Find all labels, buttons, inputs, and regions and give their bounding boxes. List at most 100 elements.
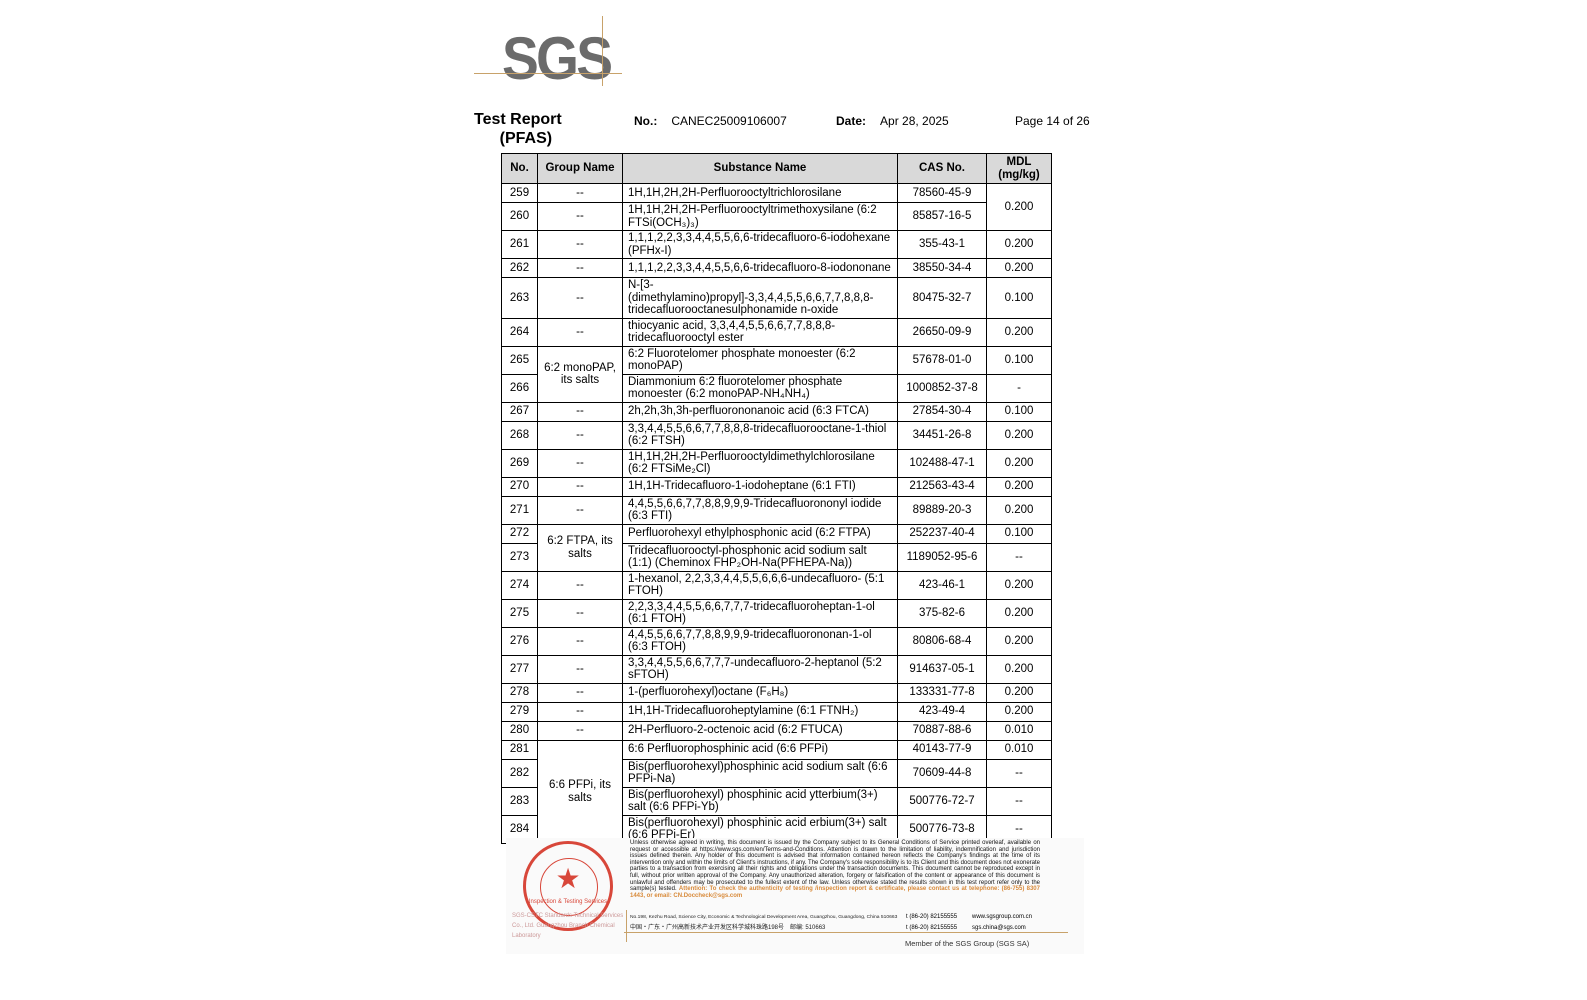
cell-mdl: 0.200: [986, 420, 1052, 450]
website-link[interactable]: www.sgsgroup.com.cn: [972, 914, 1033, 920]
legal-text: Unless otherwise agreed in writing, this…: [630, 840, 1040, 893]
cell-no: 277: [501, 654, 538, 684]
cell-cas: 423-49-4: [897, 701, 987, 722]
authenticity-notice: Attention: To check the authenticity of …: [630, 886, 1040, 899]
cell-substance: 2,2,3,3,4,4,5,5,6,6,7,7,7-tridecafluoroh…: [622, 598, 898, 628]
cell-group: --: [537, 598, 623, 628]
cell-group: --: [537, 654, 623, 684]
cell-substance: 1H,1H,2H,2H-Perfluorooctyltrimethoxysila…: [622, 202, 898, 231]
cell-group: --: [537, 448, 623, 478]
cell-substance: 3,3,4,4,5,5,6,6,7,7,7-undecafluoro-2-hep…: [622, 654, 898, 684]
cell-group: --: [537, 701, 623, 722]
cell-mdl: 0.010: [986, 720, 1052, 741]
report-number: No.: CANEC25009106007: [634, 114, 787, 128]
cell-cas: 1189052-95-6: [897, 542, 987, 572]
cell-group: --: [537, 183, 623, 203]
cell-cas: 423-46-1: [897, 570, 987, 600]
cell-mdl: 0.200: [986, 626, 1052, 656]
table-row: 259 -- 1H,1H,2H,2H-Perfluorooctyltrichloro…: [501, 183, 1052, 231]
table-row: 263 -- N-[3-(dimethylamino)propyl]-3,3,4,4…: [501, 277, 1052, 319]
cell-group: 6:2 FTPA, its salts: [537, 523, 623, 572]
cell-mdl: --: [986, 786, 1052, 816]
no-label: No.:: [634, 114, 658, 128]
cell-mdl: 0.200: [986, 183, 1052, 231]
telephone: t (86-20) 82155555 t (86-20) 82155555: [906, 912, 957, 934]
page-number: Page 14 of 26: [1015, 114, 1090, 128]
cell-substance: Diammonium 6:2 fluorotelomer phosphate m…: [622, 373, 898, 403]
table-row: 264 -- thiocyanic acid, 3,3,4,4,5,5,6,6,7,…: [501, 317, 1052, 347]
col-no: No.: [501, 153, 538, 184]
cell-mdl: 0.100: [986, 523, 1052, 544]
cell-no: 280: [501, 720, 538, 741]
table-row: 266 Diammonium 6:2 fluorotelomer phosphat…: [501, 373, 1052, 403]
cell-no: 264: [501, 317, 538, 347]
cell-mdl: --: [986, 758, 1052, 788]
tel: t (86-20) 82155555: [906, 914, 958, 920]
cell-cas: 38550-34-4: [897, 258, 987, 278]
company-name: SGS-CSTC Standards Technical Services Co…: [512, 913, 624, 939]
title-subtitle: (PFAS): [499, 130, 553, 147]
cell-group: 6:6 PFPi, its salts: [537, 739, 623, 844]
cell-cas: 78560-45-9: [897, 183, 987, 203]
email-link[interactable]: sgs.china@sgs.com: [972, 925, 1026, 931]
report-title: Test Report (PFAS): [474, 110, 562, 148]
cell-no: 279: [501, 701, 538, 722]
cell-cas: 500776-72-7: [897, 786, 987, 816]
cell-cas: 85857-16-5: [897, 202, 987, 231]
cell-mdl: --: [986, 542, 1052, 572]
cell-no: 265: [501, 345, 538, 375]
cell-cas: 89889-20-3: [897, 495, 987, 525]
cell-mdl: 0.200: [986, 654, 1052, 684]
cell-no: 259: [501, 183, 538, 203]
cell-substance: N-[3-(dimethylamino)propyl]-3,3,4,4,5,5,…: [622, 277, 898, 319]
substance-table: No. Group Name Substance Name CAS No. MD…: [501, 153, 1052, 844]
cell-cas: 133331-77-8: [897, 682, 987, 703]
cell-no: 272: [501, 523, 538, 544]
cell-no: 282: [501, 758, 538, 788]
cell-mdl: -: [986, 373, 1052, 403]
cell-substance: 6:2 Fluorotelomer phosphate monoester (6…: [622, 345, 898, 375]
cell-cas: 252237-40-4: [897, 523, 987, 544]
cell-mdl: 0.200: [986, 317, 1052, 347]
cell-mdl: 0.200: [986, 258, 1052, 278]
cell-substance: Bis(perfluorohexyl) phosphinic acid ytte…: [622, 786, 898, 816]
cell-substance: 4,4,5,5,6,6,7,7,8,8,9,9,9-tridecafluoron…: [622, 626, 898, 656]
cell-no: 267: [501, 401, 538, 422]
table-row: 276 -- 4,4,5,5,6,6,7,7,8,8,9,9,9-tridecafl…: [501, 626, 1052, 656]
cell-substance: 2h,2h,3h,3h-perfluorononanoic acid (6:3 …: [622, 401, 898, 422]
cell-no: 281: [501, 739, 538, 760]
cell-cas: 80475-32-7: [897, 277, 987, 319]
cell-group: --: [537, 682, 623, 703]
cell-mdl: 0.200: [986, 570, 1052, 600]
address: No.198, Kezhu Road, Science City, Econom…: [630, 912, 900, 934]
cell-group: --: [537, 626, 623, 656]
cell-cas: 80806-68-4: [897, 626, 987, 656]
table-row: 279 -- 1H,1H-Tridecafluoroheptylamine (6:1…: [501, 701, 1052, 722]
cell-cas: 375-82-6: [897, 598, 987, 628]
cell-substance: 1H,1H-Tridecafluoro-1-iodoheptane (6:1 F…: [622, 476, 898, 497]
cell-no: 271: [501, 495, 538, 525]
cell-substance: Perfluorohexyl ethylphosphonic acid (6:2…: [622, 523, 898, 544]
cell-mdl: 0.010: [986, 739, 1052, 760]
cell-no: 263: [501, 277, 538, 319]
table-row: 261 -- 1,1,1,2,2,3,3,4,4,5,5,6,6-tridecafl…: [501, 230, 1052, 259]
cell-group: --: [537, 258, 623, 278]
table-row: 283 Bis(perfluorohexyl) phosphinic acid y…: [501, 786, 1052, 816]
logo-line: [602, 16, 603, 86]
cell-mdl: 0.100: [986, 401, 1052, 422]
table-header: No. Group Name Substance Name CAS No. MD…: [501, 153, 1052, 184]
title-line: Test Report: [474, 111, 562, 128]
no-value: CANEC25009106007: [671, 114, 787, 128]
address-cn: 中国・广东・广州高新技术产业开发区科学城科珠路198号 邮编: 510663: [630, 925, 826, 931]
col-cas: CAS No.: [897, 153, 987, 184]
cell-mdl: 0.100: [986, 345, 1052, 375]
cell-cas: 40143-77-9: [897, 739, 987, 760]
cell-mdl: 0.200: [986, 495, 1052, 525]
table-row: 277 -- 3,3,4,4,5,5,6,6,7,7,7-undecafluoro-…: [501, 654, 1052, 684]
cell-substance: 1H,1H,2H,2H-Perfluorooctyltrichlorosilan…: [622, 183, 898, 203]
cell-no: 268: [501, 420, 538, 450]
cell-substance: 6:6 Perfluorophosphinic acid (6:6 PFPi): [622, 739, 898, 760]
col-mdl: MDL (mg/kg): [986, 153, 1052, 184]
cell-no: 278: [501, 682, 538, 703]
cell-group: --: [537, 317, 623, 347]
